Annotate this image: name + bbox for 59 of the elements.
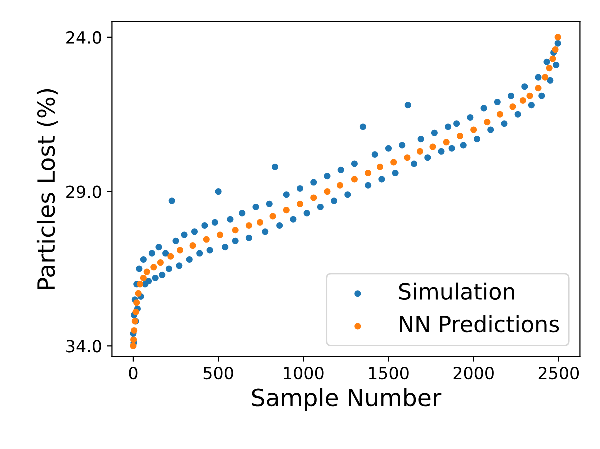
point: [542, 74, 549, 81]
point: [168, 253, 174, 260]
x-tick-label: 1000: [284, 366, 324, 380]
point: [351, 176, 358, 183]
point: [510, 104, 516, 110]
y-tick-label: 24.0: [66, 31, 102, 44]
x-tick-label: 1500: [369, 366, 409, 380]
point: [140, 274, 147, 282]
point: [310, 194, 318, 202]
point: [217, 232, 224, 238]
point: [535, 85, 542, 92]
point: [404, 154, 411, 162]
point: [416, 148, 424, 155]
point: [324, 188, 331, 196]
point: [150, 264, 158, 271]
legend-label: NN Predictions: [400, 315, 560, 333]
y-tick-label: 34.0: [66, 340, 102, 353]
point: [390, 159, 398, 166]
x-tick-label: 0: [129, 366, 138, 380]
point: [177, 247, 184, 254]
point: [296, 200, 304, 208]
point: [554, 34, 562, 41]
point: [130, 342, 137, 350]
point: [546, 65, 553, 72]
x-tick-label: 500: [204, 366, 234, 380]
point: [365, 170, 372, 177]
point: [130, 336, 138, 344]
point: [430, 144, 436, 150]
x-axis-title: Sample Number: [252, 388, 442, 412]
point: [470, 126, 478, 134]
point: [270, 213, 276, 220]
point: [496, 111, 504, 118]
point: [134, 300, 140, 306]
point: [203, 236, 210, 243]
point: [552, 46, 559, 54]
point: [137, 281, 144, 288]
x-tick-label: 2500: [538, 366, 580, 380]
y-axis-title: Particles Lost (%): [36, 89, 58, 290]
point: [246, 222, 252, 230]
point: [132, 308, 140, 316]
point: [526, 92, 534, 100]
point: [376, 164, 384, 170]
point: [456, 132, 464, 140]
point: [190, 242, 196, 250]
y-tick-label: 29.0: [66, 186, 102, 198]
legend-label: Simulation: [399, 282, 514, 300]
x-tick-label: 2000: [454, 366, 494, 380]
point: [550, 56, 556, 62]
point: [484, 119, 491, 126]
point: [257, 219, 264, 226]
point: [520, 97, 526, 104]
point: [144, 268, 150, 276]
point: [131, 327, 138, 334]
point: [135, 290, 142, 297]
point: [232, 227, 239, 234]
point: [443, 139, 450, 146]
point: [336, 182, 344, 189]
point: [157, 260, 164, 266]
point: [283, 207, 290, 214]
